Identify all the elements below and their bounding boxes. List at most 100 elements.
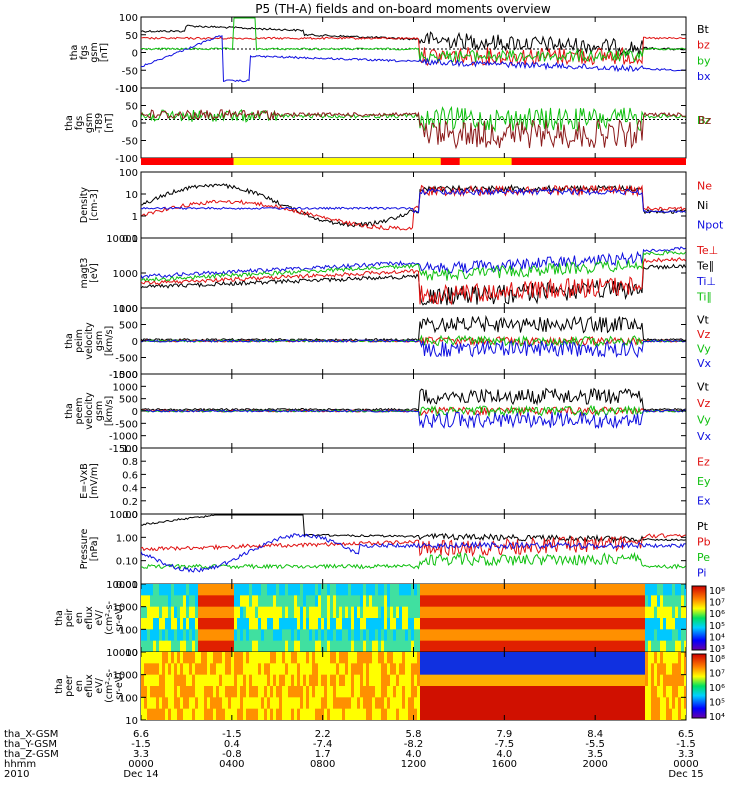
spectrogram-cell — [585, 595, 589, 608]
spectrogram-cell — [441, 708, 445, 720]
spectrogram-cell — [183, 663, 187, 676]
spectrogram-cell — [435, 584, 439, 596]
x-tick-label: -1.5 — [676, 739, 696, 750]
spectrogram-cell — [615, 584, 619, 596]
y-axis-label-line: (cm²-s- — [104, 601, 115, 635]
spectrogram-cell — [492, 674, 496, 687]
spectrogram-cell — [564, 674, 568, 687]
spectrogram-cell — [393, 663, 397, 676]
spectrogram-cell — [312, 686, 316, 698]
spectrogram-cell — [159, 640, 163, 652]
spectrogram-cell — [384, 618, 388, 630]
y-tick-label: 1000 — [113, 671, 138, 682]
spectrogram-cell — [459, 629, 463, 642]
spectrogram-cell — [354, 686, 358, 698]
spectrogram-cell — [630, 640, 634, 652]
spectrogram-cell — [240, 629, 244, 642]
y-axis-label-line: -T89 — [94, 113, 105, 133]
spectrogram-cell — [486, 595, 490, 608]
spectrogram-cell — [282, 618, 286, 630]
y-tick-label: 100 — [119, 625, 138, 636]
spectrogram-cell — [372, 652, 376, 664]
spectrogram-cell — [495, 663, 499, 676]
spectrogram-cell — [144, 697, 148, 710]
spectrogram-cell — [168, 640, 172, 652]
spectrogram-cell — [438, 629, 442, 642]
spectrogram-cell — [576, 708, 580, 720]
spectrogram-cell — [447, 652, 451, 664]
spectrogram-cell — [663, 697, 667, 710]
spectrogram-cell — [345, 606, 349, 619]
spectrogram-cell — [573, 640, 577, 652]
spectrogram-cell — [222, 697, 226, 710]
spectrogram-cell — [372, 595, 376, 608]
spectrogram-cell — [450, 652, 454, 664]
spectrogram-cell — [654, 618, 658, 630]
spectrogram-cell — [324, 708, 328, 720]
spectrogram-cell — [483, 606, 487, 619]
spectrogram-cell — [150, 606, 154, 619]
spectrogram-cell — [198, 674, 202, 687]
spectrogram-cell — [621, 640, 625, 652]
spectrogram-cell — [432, 595, 436, 608]
spectrogram-cell — [627, 663, 631, 676]
x-tick-label: Dec 15 — [668, 769, 703, 780]
spectrogram-cell — [528, 686, 532, 698]
spectrogram-cell — [444, 674, 448, 687]
spectrogram-cell — [585, 618, 589, 630]
spectrogram-cell — [273, 686, 277, 698]
spectrogram-cell — [285, 708, 289, 720]
spectrogram-cell — [210, 674, 214, 687]
spectrogram-cell — [549, 629, 553, 642]
spectrogram-cell — [516, 629, 520, 642]
spectrogram-cell — [477, 663, 481, 676]
spectrogram-cell — [363, 697, 367, 710]
spectrogram-cell — [276, 663, 280, 676]
spectrogram-cell — [225, 686, 229, 698]
spectrogram-cell — [387, 674, 391, 687]
spectrogram-cell — [276, 584, 280, 596]
spectrogram-cell — [153, 674, 157, 687]
spectrogram-cell — [258, 629, 262, 642]
spectrogram-cell — [357, 652, 361, 664]
spectrogram-cell — [258, 595, 262, 608]
spectrogram-cell — [684, 708, 686, 720]
spectrogram-cell — [348, 697, 352, 710]
spectrogram-cell — [639, 629, 643, 642]
spectrogram-cell — [198, 652, 202, 664]
spectrogram-cell — [603, 697, 607, 710]
spectrogram-cell — [240, 640, 244, 652]
spectrogram-cell — [156, 640, 160, 652]
spectrogram-cell — [348, 640, 352, 652]
spectrogram-cell — [216, 629, 220, 642]
spectrogram-cell — [492, 595, 496, 608]
spectrogram-cell — [141, 686, 145, 698]
spectrogram-cell — [507, 708, 511, 720]
spectrogram-cell — [231, 652, 235, 664]
y-tick-label: -1500 — [109, 444, 138, 455]
spectrogram-cell — [528, 697, 532, 710]
spectrogram-cell — [486, 640, 490, 652]
y-axis-label-line: [km/s] — [104, 326, 115, 356]
spectrogram-cell — [141, 618, 145, 630]
spectrogram-cell — [621, 652, 625, 664]
spectrogram-cell — [495, 652, 499, 664]
spectrogram-cell — [333, 584, 337, 596]
spectrogram-cell — [207, 663, 211, 676]
y-tick-label: 1500 — [113, 370, 138, 381]
spectrogram-cell — [408, 606, 412, 619]
spectrogram-cell — [651, 618, 655, 630]
spectrogram-cell — [453, 674, 457, 687]
spectrogram-cell — [630, 652, 634, 664]
y-axis-label-line: gsm — [89, 42, 100, 62]
spectrogram-cell — [459, 606, 463, 619]
spectrogram-cell — [597, 595, 601, 608]
y-axis-label-line: velocity — [84, 392, 95, 430]
spectrogram-cell — [357, 686, 361, 698]
spectrogram-cell — [456, 697, 460, 710]
y-axis-label: tha peir en eflux eV/(cm²-s-sr-eV) — [54, 601, 125, 635]
spectrogram-cell — [399, 663, 403, 676]
spectrogram-cell — [396, 686, 400, 698]
spectrogram-cell — [618, 618, 622, 630]
spectrogram-cell — [630, 584, 634, 596]
